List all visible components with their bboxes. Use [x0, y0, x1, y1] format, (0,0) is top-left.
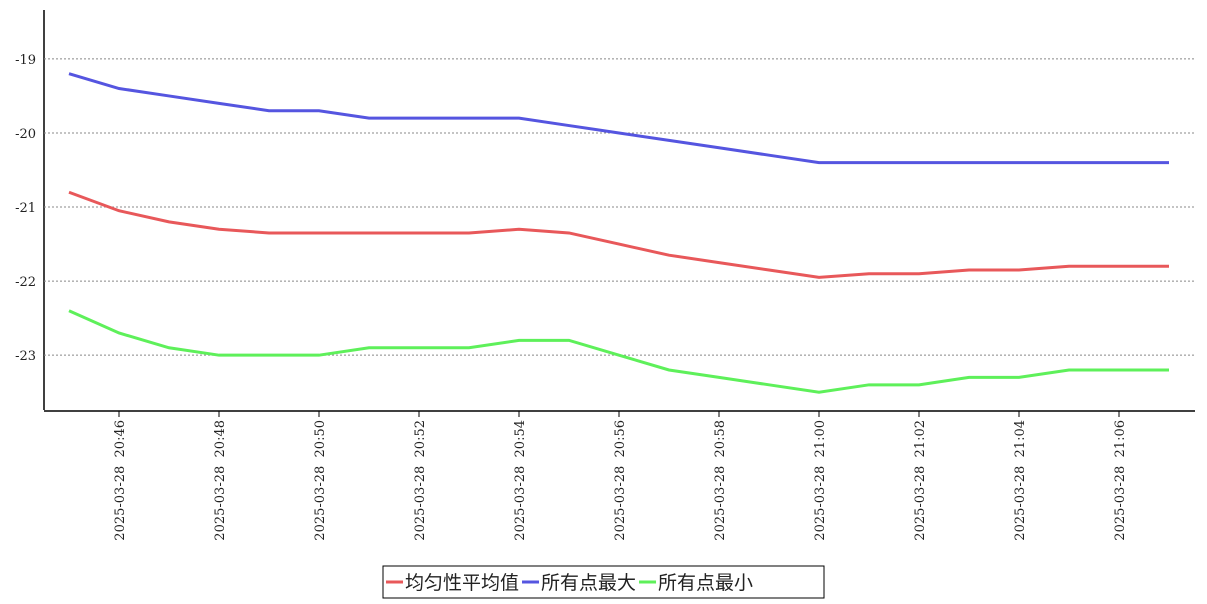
x-tick-label: 2025-03-28 20:54 [513, 420, 528, 541]
x-tick-label: 2025-03-28 21:00 [813, 420, 828, 541]
series-line [68, 309, 1169, 394]
legend-label: 所有点最小 [658, 572, 753, 594]
x-tick-label: 2025-03-28 21:06 [1113, 420, 1128, 541]
legend-box [382, 565, 825, 599]
legend-label: 均匀性平均值 [405, 572, 519, 594]
y-tick-label: -20 [15, 127, 36, 142]
x-tick-label: 2025-03-28 21:04 [1013, 420, 1028, 541]
y-tick-label: -21 [15, 201, 36, 216]
series-line [68, 190, 1169, 279]
x-tick-label: 2025-03-28 20:46 [113, 420, 128, 541]
y-tick-label: -19 [15, 53, 36, 68]
y-tick-label: -22 [15, 275, 36, 290]
x-tick-label: 2025-03-28 20:50 [313, 420, 328, 541]
x-tick-label: 2025-03-28 20:52 [413, 420, 428, 541]
y-tick-label: -23 [15, 349, 36, 364]
x-tick-label: 2025-03-28 20:58 [713, 420, 728, 541]
legend-label: 所有点最大 [541, 572, 636, 594]
series-line [68, 72, 1169, 165]
x-tick-label: 2025-03-28 20:48 [213, 420, 228, 541]
x-tick-label: 2025-03-28 21:02 [913, 420, 928, 541]
x-tick-label: 2025-03-28 20:56 [613, 420, 628, 541]
